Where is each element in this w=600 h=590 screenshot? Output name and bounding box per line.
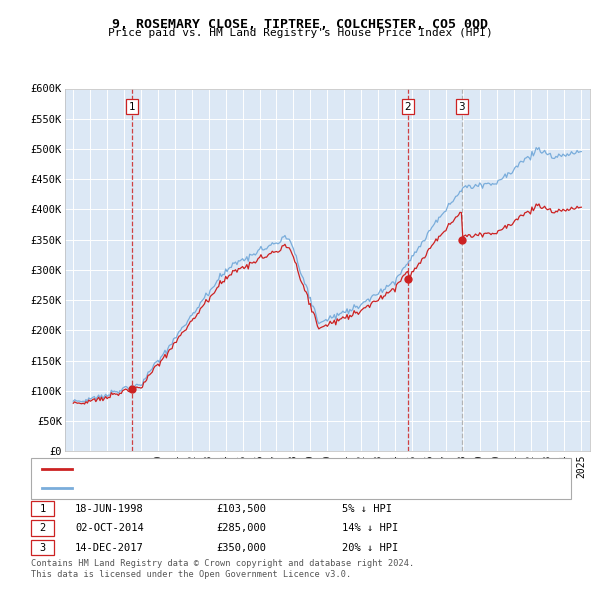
Text: 2: 2: [404, 101, 411, 112]
Text: £103,500: £103,500: [216, 504, 266, 513]
Text: 3: 3: [40, 543, 46, 552]
Text: 18-JUN-1998: 18-JUN-1998: [75, 504, 144, 513]
Text: 20% ↓ HPI: 20% ↓ HPI: [342, 543, 398, 552]
Text: 5% ↓ HPI: 5% ↓ HPI: [342, 504, 392, 513]
Text: HPI: Average price, detached house, Colchester: HPI: Average price, detached house, Colc…: [79, 483, 349, 493]
Text: Contains HM Land Registry data © Crown copyright and database right 2024.
This d: Contains HM Land Registry data © Crown c…: [31, 559, 415, 579]
Text: Price paid vs. HM Land Registry's House Price Index (HPI): Price paid vs. HM Land Registry's House …: [107, 28, 493, 38]
Text: 14-DEC-2017: 14-DEC-2017: [75, 543, 144, 552]
Text: 9, ROSEMARY CLOSE, TIPTREE, COLCHESTER, CO5 0QD (detached house): 9, ROSEMARY CLOSE, TIPTREE, COLCHESTER, …: [79, 464, 455, 474]
Text: 1: 1: [128, 101, 135, 112]
Text: 2: 2: [40, 523, 46, 533]
Text: 02-OCT-2014: 02-OCT-2014: [75, 523, 144, 533]
Text: 9, ROSEMARY CLOSE, TIPTREE, COLCHESTER, CO5 0QD: 9, ROSEMARY CLOSE, TIPTREE, COLCHESTER, …: [112, 18, 488, 31]
Text: 1: 1: [40, 504, 46, 513]
Text: 14% ↓ HPI: 14% ↓ HPI: [342, 523, 398, 533]
Text: £285,000: £285,000: [216, 523, 266, 533]
Text: £350,000: £350,000: [216, 543, 266, 552]
Text: 3: 3: [458, 101, 465, 112]
